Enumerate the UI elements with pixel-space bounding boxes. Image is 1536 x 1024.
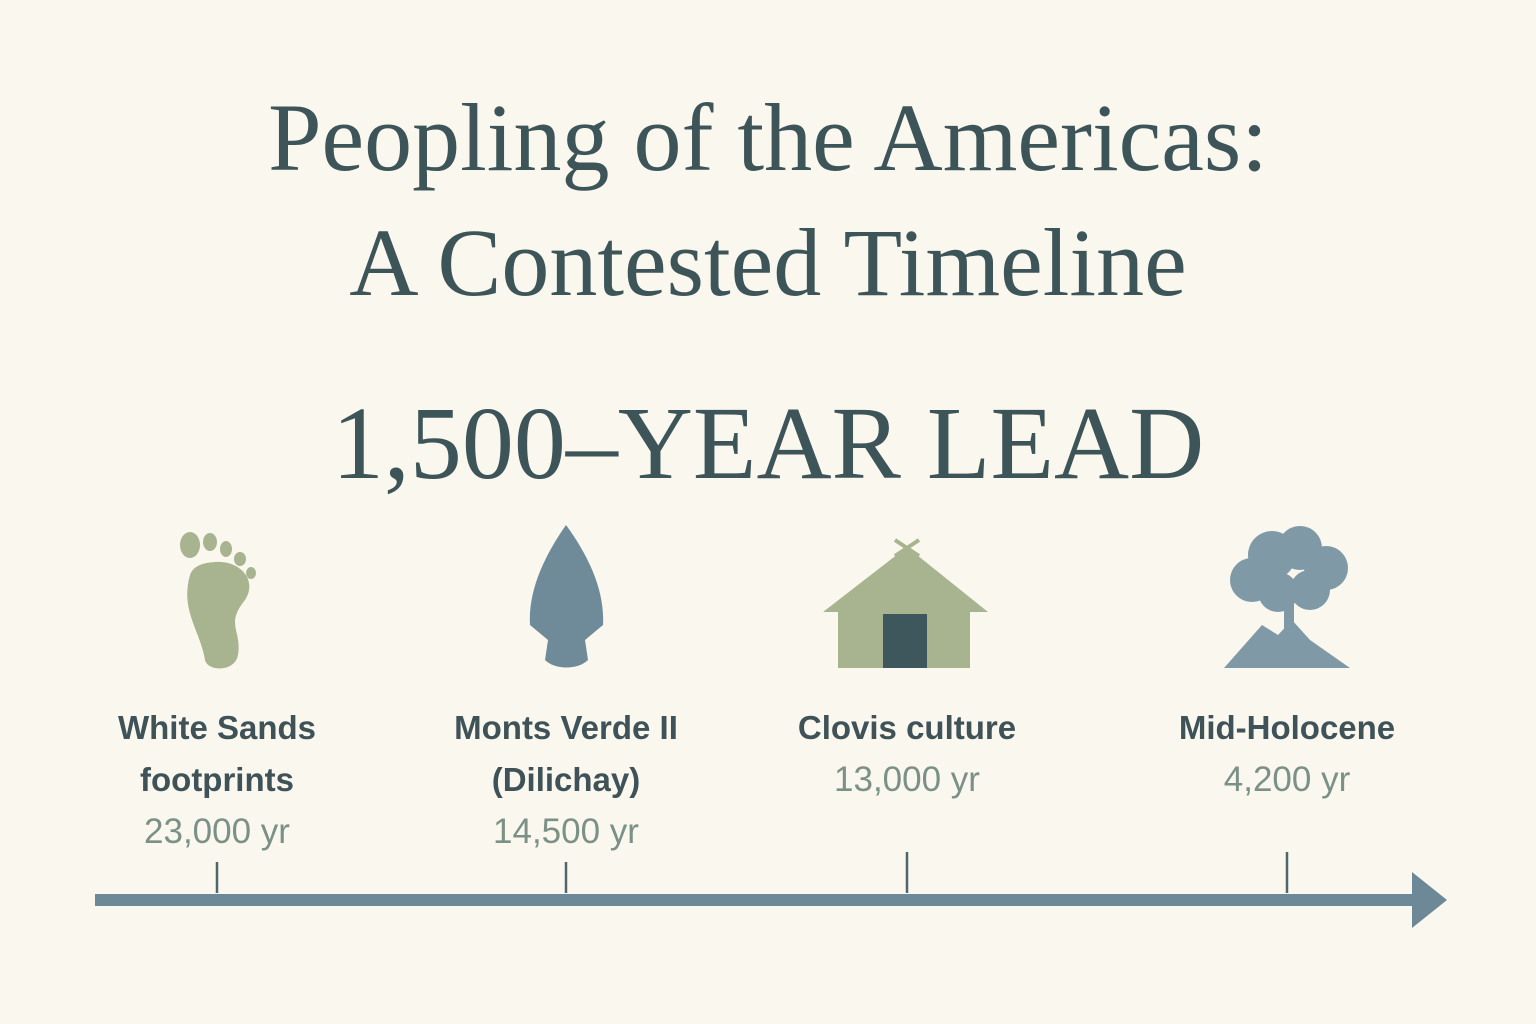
volcano-icon [1224, 526, 1350, 668]
title-line: A Contested Timeline [349, 209, 1187, 316]
timeline-ticks [215, 852, 1289, 893]
footprint-icon [180, 532, 256, 669]
event: White Sands footprints 23,000 yr [72, 702, 362, 858]
event: Clovis culture 13,000 yr [762, 702, 1052, 806]
title-line: Peopling of the Americas: [268, 84, 1268, 191]
event-label: Clovis culture [797, 709, 1017, 746]
event-age: 4,200 yr [1223, 760, 1351, 799]
event-age: 23,000 yr [144, 812, 290, 851]
house-icon [823, 538, 988, 668]
headline: 1,500–YEAR LEAD [331, 386, 1205, 501]
event-label: White Sands footprints [117, 709, 317, 798]
event: Mid-Holocene 4,200 yr [1142, 702, 1432, 806]
timeline-arrow [1412, 872, 1447, 928]
arrowhead-icon [529, 525, 604, 668]
event-age: 13,000 yr [834, 760, 980, 799]
event-label: Monts Verde II (Dilichay) [454, 709, 678, 798]
event-age: 14,500 yr [493, 812, 639, 851]
event: Monts Verde II (Dilichay) 14,500 yr [421, 702, 711, 858]
event-label: Mid-Holocene [1178, 709, 1396, 746]
